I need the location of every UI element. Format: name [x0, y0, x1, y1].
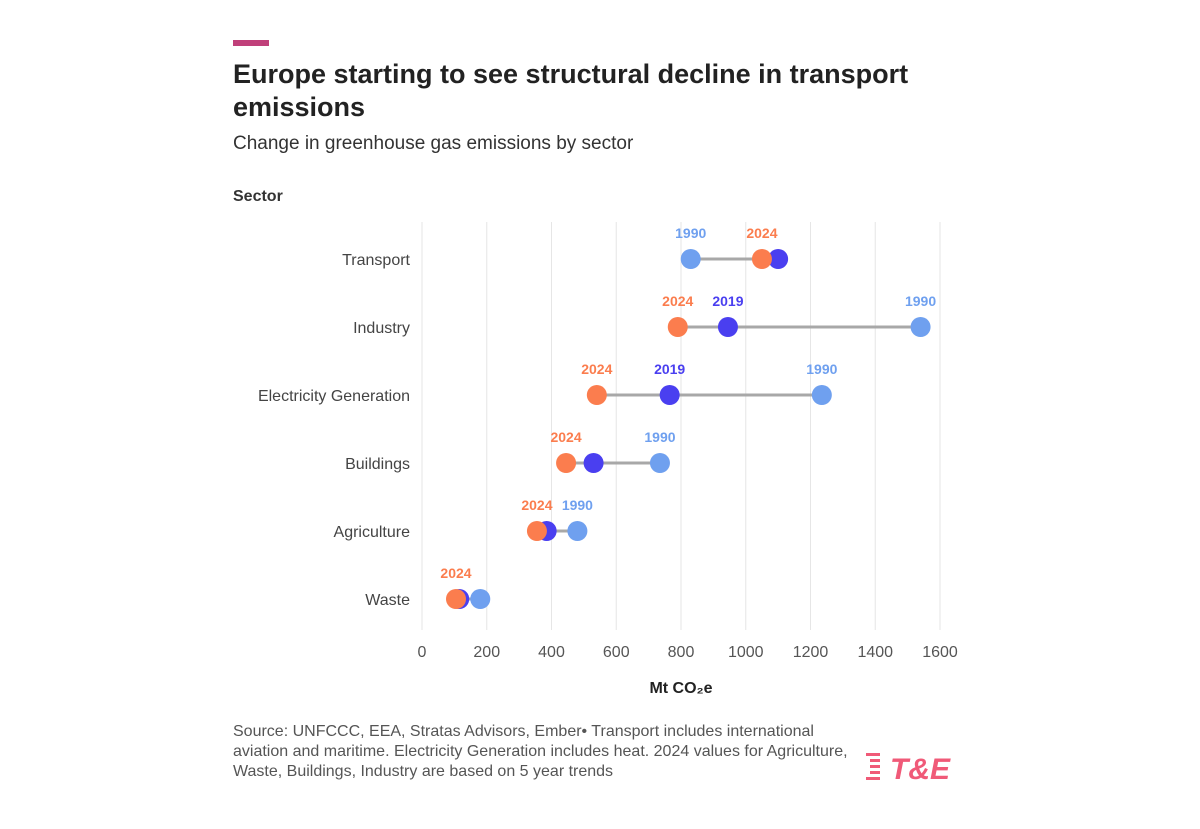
- year-label-2024: 2024: [550, 429, 581, 445]
- logo-mark-icon: [866, 753, 880, 780]
- year-label-2024: 2024: [662, 293, 693, 309]
- x-tick-label: 200: [473, 644, 500, 661]
- x-axis-title: Mt CO₂e: [649, 680, 712, 697]
- point-2024: [556, 453, 577, 473]
- point-1990: [811, 385, 832, 405]
- x-tick-label: 1600: [922, 644, 958, 661]
- year-label-2019: 2019: [712, 293, 743, 309]
- year-label-1990: 1990: [806, 361, 837, 377]
- point-2019: [768, 249, 789, 269]
- point-2024: [751, 249, 772, 269]
- point-1990: [910, 317, 931, 337]
- x-tick-label: 1000: [728, 644, 764, 661]
- point-2024: [667, 317, 688, 337]
- title-accent-bar: [233, 40, 269, 46]
- point-1990: [567, 521, 588, 541]
- source-note: Source: UNFCCC, EEA, Stratas Advisors, E…: [233, 723, 848, 780]
- point-year-labels: 1990 2024 2024 2019 1990 2024 2019 1990 2024 1990…: [440, 225, 936, 581]
- data-points: [445, 249, 931, 609]
- year-label-2024: 2024: [746, 225, 777, 241]
- chart-title: Europe starting to see structural declin…: [233, 59, 909, 122]
- category-label: Industry: [353, 320, 410, 337]
- logo-text: T&E: [890, 753, 951, 786]
- connectors: [455, 257, 921, 601]
- point-1990: [649, 453, 670, 473]
- x-tick-label: 600: [603, 644, 630, 661]
- dumbbell-chart: 0 200 400 600 800 1000 1200 1400 1600 Transport I…: [258, 222, 958, 697]
- category-label: Agriculture: [334, 524, 411, 541]
- point-1990: [680, 249, 701, 269]
- x-tick-label: 1200: [793, 644, 829, 661]
- grid-lines: [421, 222, 941, 630]
- point-2024: [586, 385, 607, 405]
- point-1990: [470, 589, 491, 609]
- category-label: Electricity Generation: [258, 388, 410, 405]
- point-2024: [445, 589, 466, 609]
- point-2019: [583, 453, 604, 473]
- x-tick-label: 800: [668, 644, 695, 661]
- x-tick-label: 0: [418, 644, 427, 661]
- x-tick-label: 400: [538, 644, 565, 661]
- category-label: Transport: [342, 252, 410, 269]
- year-label-1990: 1990: [675, 225, 706, 241]
- year-label-1990: 1990: [905, 293, 936, 309]
- chart-subtitle: Change in greenhouse gas emissions by se…: [233, 133, 634, 154]
- point-2019: [659, 385, 680, 405]
- year-label-1990: 1990: [644, 429, 675, 445]
- year-label-1990: 1990: [562, 497, 593, 513]
- point-2024: [526, 521, 547, 541]
- year-label-2024: 2024: [581, 361, 612, 377]
- category-label: Waste: [365, 592, 410, 609]
- category-label: Buildings: [345, 456, 410, 473]
- te-logo: T&E: [866, 753, 951, 786]
- x-axis-ticks: 0 200 400 600 800 1000 1200 1400 1600: [418, 644, 958, 661]
- y-axis-categories: Transport Industry Electricity Generation B…: [258, 252, 411, 609]
- year-label-2019: 2019: [654, 361, 685, 377]
- year-label-2024: 2024: [521, 497, 552, 513]
- point-2019: [717, 317, 738, 337]
- year-label-2024: 2024: [440, 565, 471, 581]
- x-tick-label: 1400: [857, 644, 893, 661]
- y-axis-title: Sector: [233, 188, 283, 205]
